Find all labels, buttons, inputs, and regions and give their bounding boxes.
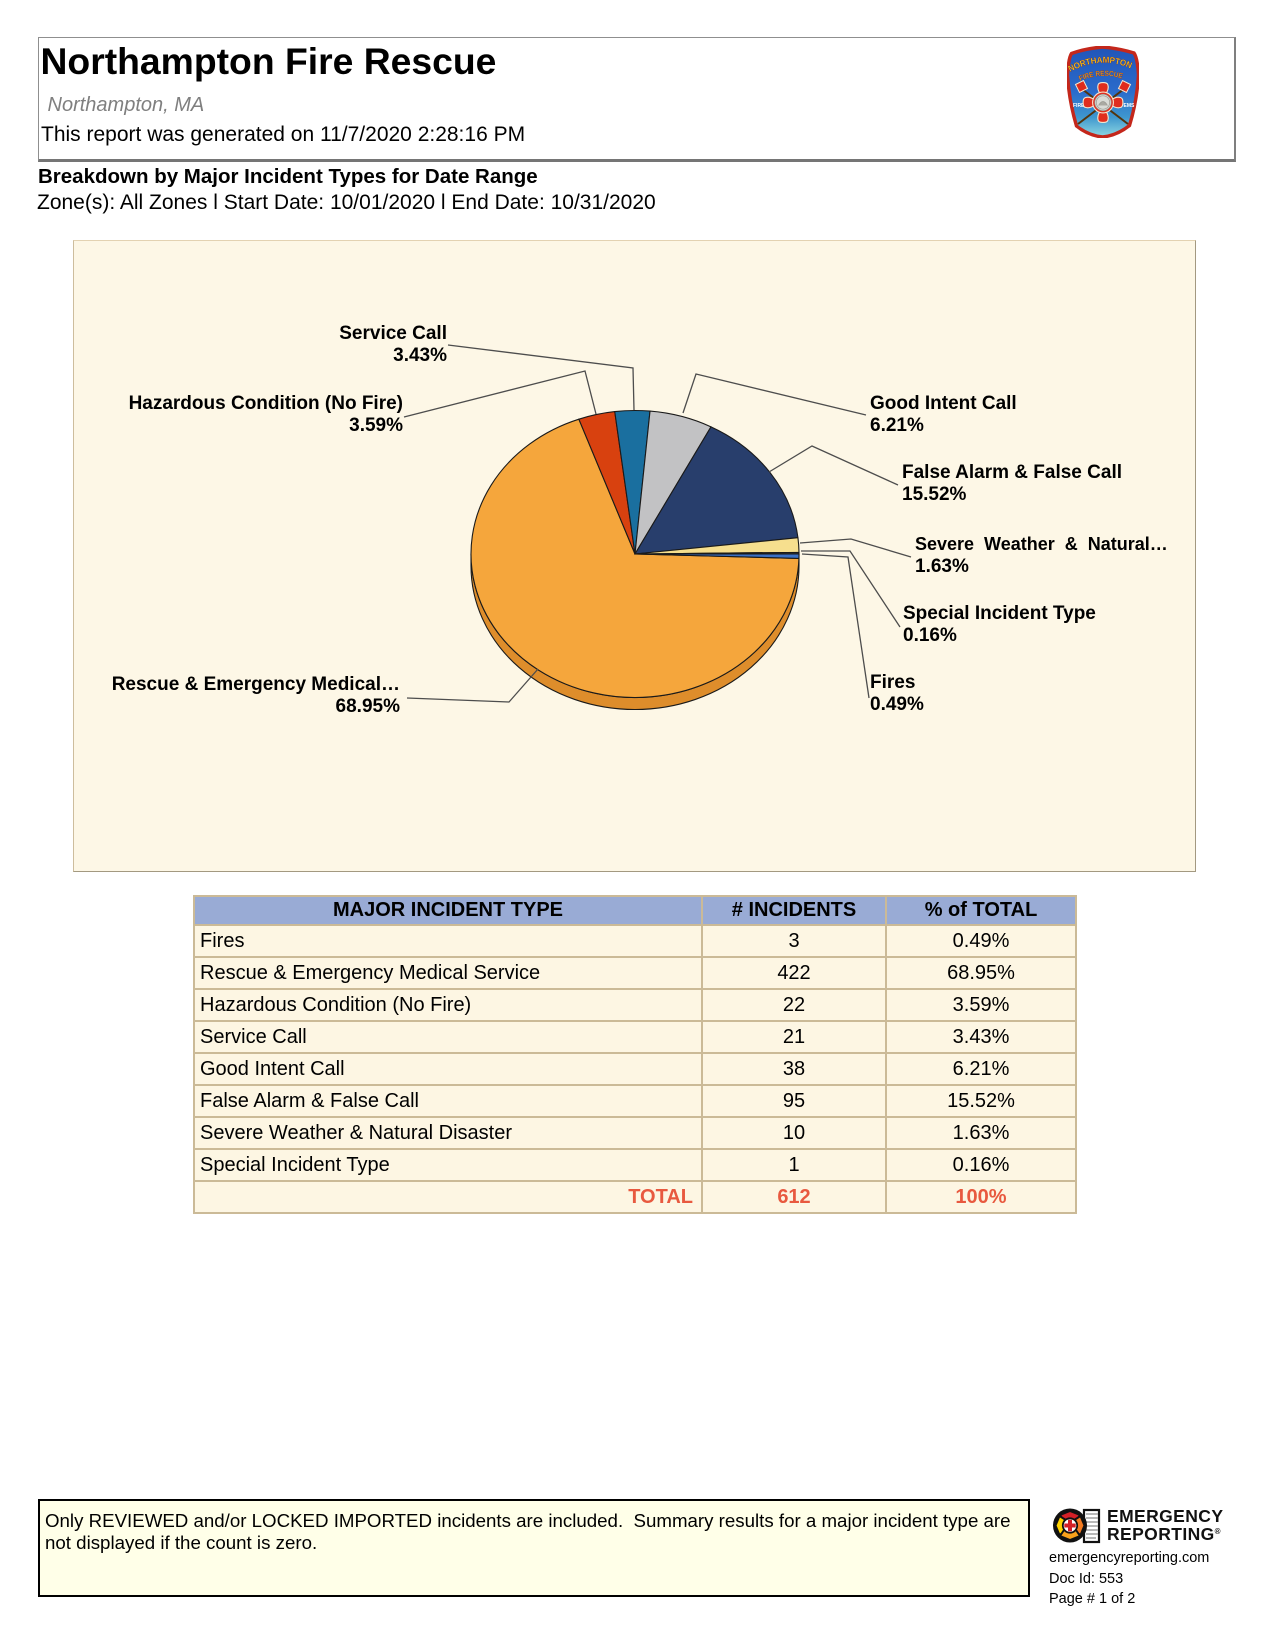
svg-text:EMERGENCY: EMERGENCY xyxy=(1107,1506,1223,1526)
svg-text:FIRE: FIRE xyxy=(1073,103,1085,109)
svg-text:REPORTING®: REPORTING® xyxy=(1107,1524,1221,1544)
svg-text:EMS: EMS xyxy=(1124,103,1136,109)
